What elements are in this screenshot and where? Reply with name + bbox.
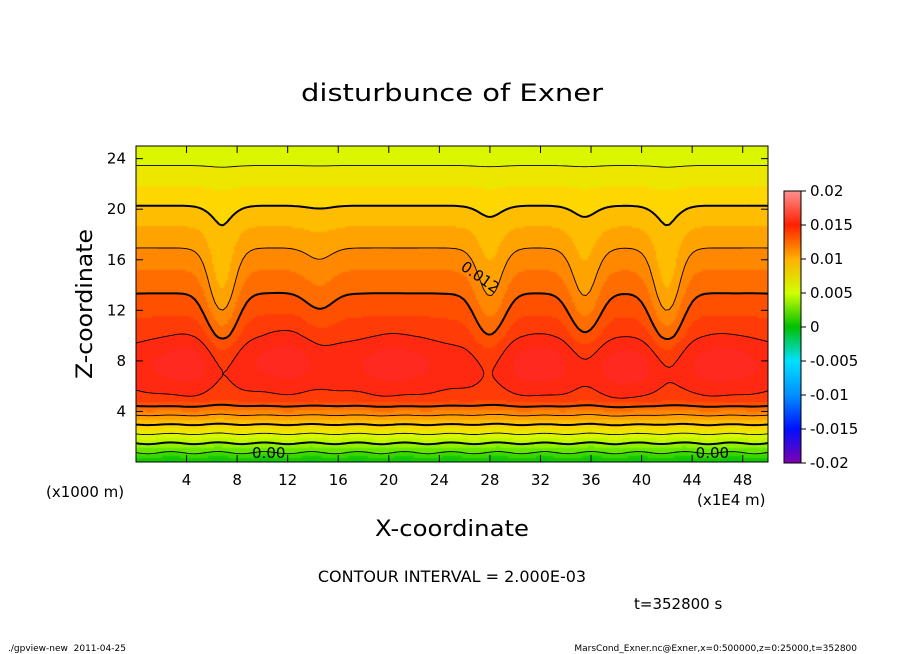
- colorbar-gradient: [783, 190, 802, 464]
- y-tick-label: 16: [107, 251, 126, 269]
- chart-title: disturbunce of Exner: [301, 79, 603, 107]
- contour-line-5: [136, 247, 768, 417]
- x-tick-label: 44: [683, 471, 702, 489]
- colorbar-tick-label: 0.005: [810, 284, 853, 302]
- x-tick-label: 24: [430, 471, 449, 489]
- contour-line-7: [136, 330, 768, 399]
- contour-interval-text: CONTOUR INTERVAL = 2.000E-03: [318, 567, 586, 586]
- y-tick-label: 4: [116, 402, 126, 420]
- x-axis: 4 8 12 16 20 24 28 32 36 40 44 48: [182, 146, 752, 489]
- y-unit-label: (x1000 m): [46, 483, 124, 501]
- footer-left: ./gpview-new 2011-04-25: [8, 644, 126, 654]
- y-axis-label: Z-coordinate: [73, 229, 98, 379]
- colorbar-tick-label: -0.005: [810, 352, 858, 370]
- contour-lines: [136, 165, 768, 455]
- x-axis-label: X-coordinate: [375, 517, 529, 542]
- y-tick-label: 12: [107, 301, 126, 319]
- colorbar-tick-label: 0.02: [810, 182, 843, 200]
- x-tick-label: 48: [733, 471, 752, 489]
- colorbar-tick-label: -0.01: [810, 386, 849, 404]
- colorbar-tick-label: 0.01: [810, 250, 843, 268]
- x-tick-label: 36: [581, 471, 600, 489]
- x-tick-label: 8: [232, 471, 242, 489]
- colorbar-tick-label: 0.015: [810, 216, 853, 234]
- x-tick-label: 4: [182, 471, 192, 489]
- colorbar-tick-label: -0.015: [810, 420, 858, 438]
- contour-line-4: [136, 204, 768, 427]
- footer-right: MarsCond_Exner.nc@Exner,x=0:500000,z=0:2…: [574, 644, 857, 654]
- contour-value-label: 0.00: [252, 444, 285, 462]
- y-axis: 4 8 12 16 20 24: [107, 150, 768, 420]
- field-shading: [136, 146, 768, 462]
- contour-line-3: [136, 165, 768, 436]
- y-tick-label: 24: [107, 150, 126, 168]
- contour-line-6: [136, 291, 768, 409]
- x-tick-label: 12: [278, 471, 297, 489]
- x-unit-label: (x1E4 m): [697, 491, 766, 509]
- x-tick-label: 20: [379, 471, 398, 489]
- x-tick-label: 16: [329, 471, 348, 489]
- colorbar-tick-label: 0: [810, 318, 820, 336]
- time-text: t=352800 s: [634, 595, 722, 613]
- y-tick-label: 8: [116, 352, 126, 370]
- y-tick-label: 20: [107, 200, 126, 218]
- x-tick-label: 40: [632, 471, 651, 489]
- colorbar-tick-label: -0.02: [810, 454, 849, 472]
- contour-line-2: [136, 441, 768, 446]
- contour-line-1: [136, 451, 768, 455]
- x-tick-label: 32: [531, 471, 550, 489]
- colorbar-ticks: 0.02 0.015 0.01 0.005 0 -0.005 -0.01 -0.015 -0.0…: [801, 182, 858, 472]
- contour-value-label: 0.00: [696, 444, 729, 462]
- plot-frame: [135, 145, 769, 463]
- colorbar: 0.02 0.015 0.01 0.005 0 -0.005 -0.01 -0.015 -0.0…: [783, 182, 858, 472]
- x-tick-label: 28: [480, 471, 499, 489]
